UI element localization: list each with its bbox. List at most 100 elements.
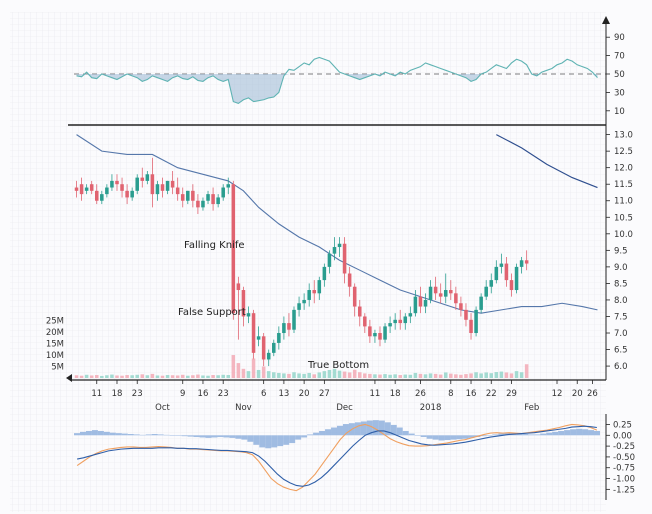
candle-body [140,177,145,181]
date-tick-label: 6 [261,389,266,399]
volume-bar [378,374,382,378]
volume-bar [352,369,357,378]
volume-axis-arrow [66,374,72,382]
volume-bar [347,372,352,378]
candle-body [459,303,463,310]
price-tick-label: 7.0 [614,329,628,339]
macd-histogram-bar [360,421,367,436]
volume-bar [170,375,175,378]
macd-histogram-bar [337,425,343,436]
volume-bar [150,373,155,378]
volume-bar [272,372,276,378]
date-tick-label: 16 [466,389,477,399]
candle-body [342,243,347,274]
macd-histogram-bar [169,435,176,436]
volume-bar [398,375,402,378]
volume-bar [403,374,408,378]
candle-body [272,342,276,353]
volume-bar [79,375,84,378]
macd-histogram-bar [342,424,349,436]
volume-bar [438,374,443,378]
volume-tick-label: 25M [46,317,64,327]
macd-histogram-bar [498,433,505,436]
candle-body [509,280,514,291]
macd-histogram-bar [594,430,600,436]
date-tick-label: 20 [299,389,310,399]
volume-bar [433,373,438,378]
volume-bar [130,375,134,378]
candle-body [206,194,210,201]
candle-body [150,174,155,195]
macd-tick-label: 0.25 [613,420,632,430]
macd-histogram-bar [247,435,254,442]
volume-bar [266,371,271,378]
moving-average-line [76,134,598,314]
price-tick-label: 12.0 [614,164,633,174]
date-tick-label: 23 [218,389,229,399]
macd-histogram-bar [91,430,98,436]
volume-bar [469,373,473,378]
macd-histogram-bar [115,433,122,436]
macd-histogram-bar [229,435,236,438]
macd-tick-label: -0.25 [613,442,635,452]
date-tick-label: 26 [587,389,598,399]
candle-body [282,323,286,334]
volume-bar [216,375,220,378]
candle-body [251,313,256,353]
volume-bar [317,372,322,378]
macd-histogram-bar [378,420,385,436]
rsi-tick-label: 30 [614,88,625,98]
volume-bar [231,355,236,378]
candle-body [246,313,251,317]
date-tick-label: 9 [180,389,185,399]
macd-histogram-bar [271,435,278,448]
macd-histogram-bar [175,435,182,436]
month-label: Dec [336,403,353,413]
rsi-tick-label: 50 [614,70,625,80]
macd-panel [74,420,600,492]
macd-histogram-bar [408,433,415,436]
candle-body [408,313,413,317]
volume-bar [418,373,423,378]
candle-body [155,184,160,195]
candle-body [292,309,296,330]
candle-body [100,194,104,201]
candle-body [524,260,529,264]
price-tick-label: 6.5 [614,346,628,356]
candle-body [241,290,246,317]
date-tick-label: 11 [91,389,102,399]
candle-body [317,280,322,294]
candle-body [373,333,377,337]
macd-histogram-bar [528,434,535,436]
candle-body [170,180,175,188]
volume-bar [499,371,504,378]
volume-bar [524,364,529,378]
candle-body [484,286,488,297]
macd-histogram-bar [181,435,188,437]
candle-body [74,187,79,191]
volume-bar [357,372,362,378]
price-tick-label: 13.0 [614,131,633,141]
candle-body [469,319,473,334]
candle-body [514,266,519,291]
date-tick-label: 11 [370,389,381,399]
volume-bar [115,375,119,378]
candle-body [261,336,266,360]
date-tick-label: 27 [319,389,330,399]
volume-bar [256,369,261,378]
date-tick-label: 20 [572,389,583,399]
macd-histogram-bar [127,434,134,436]
candle-body [130,190,134,198]
macd-histogram-bar [217,435,224,438]
month-label: Nov [235,403,252,413]
volume-tick-label: 10M [46,351,64,361]
volume-bar [454,374,458,378]
candle-body [312,290,317,294]
macd-histogram-bar [366,420,373,436]
macd-histogram-bar [157,434,164,436]
candle-body [180,194,185,201]
rsi-tick-label: 70 [614,52,625,62]
price-tick-label: 7.5 [614,312,628,322]
candle-body [489,280,494,287]
